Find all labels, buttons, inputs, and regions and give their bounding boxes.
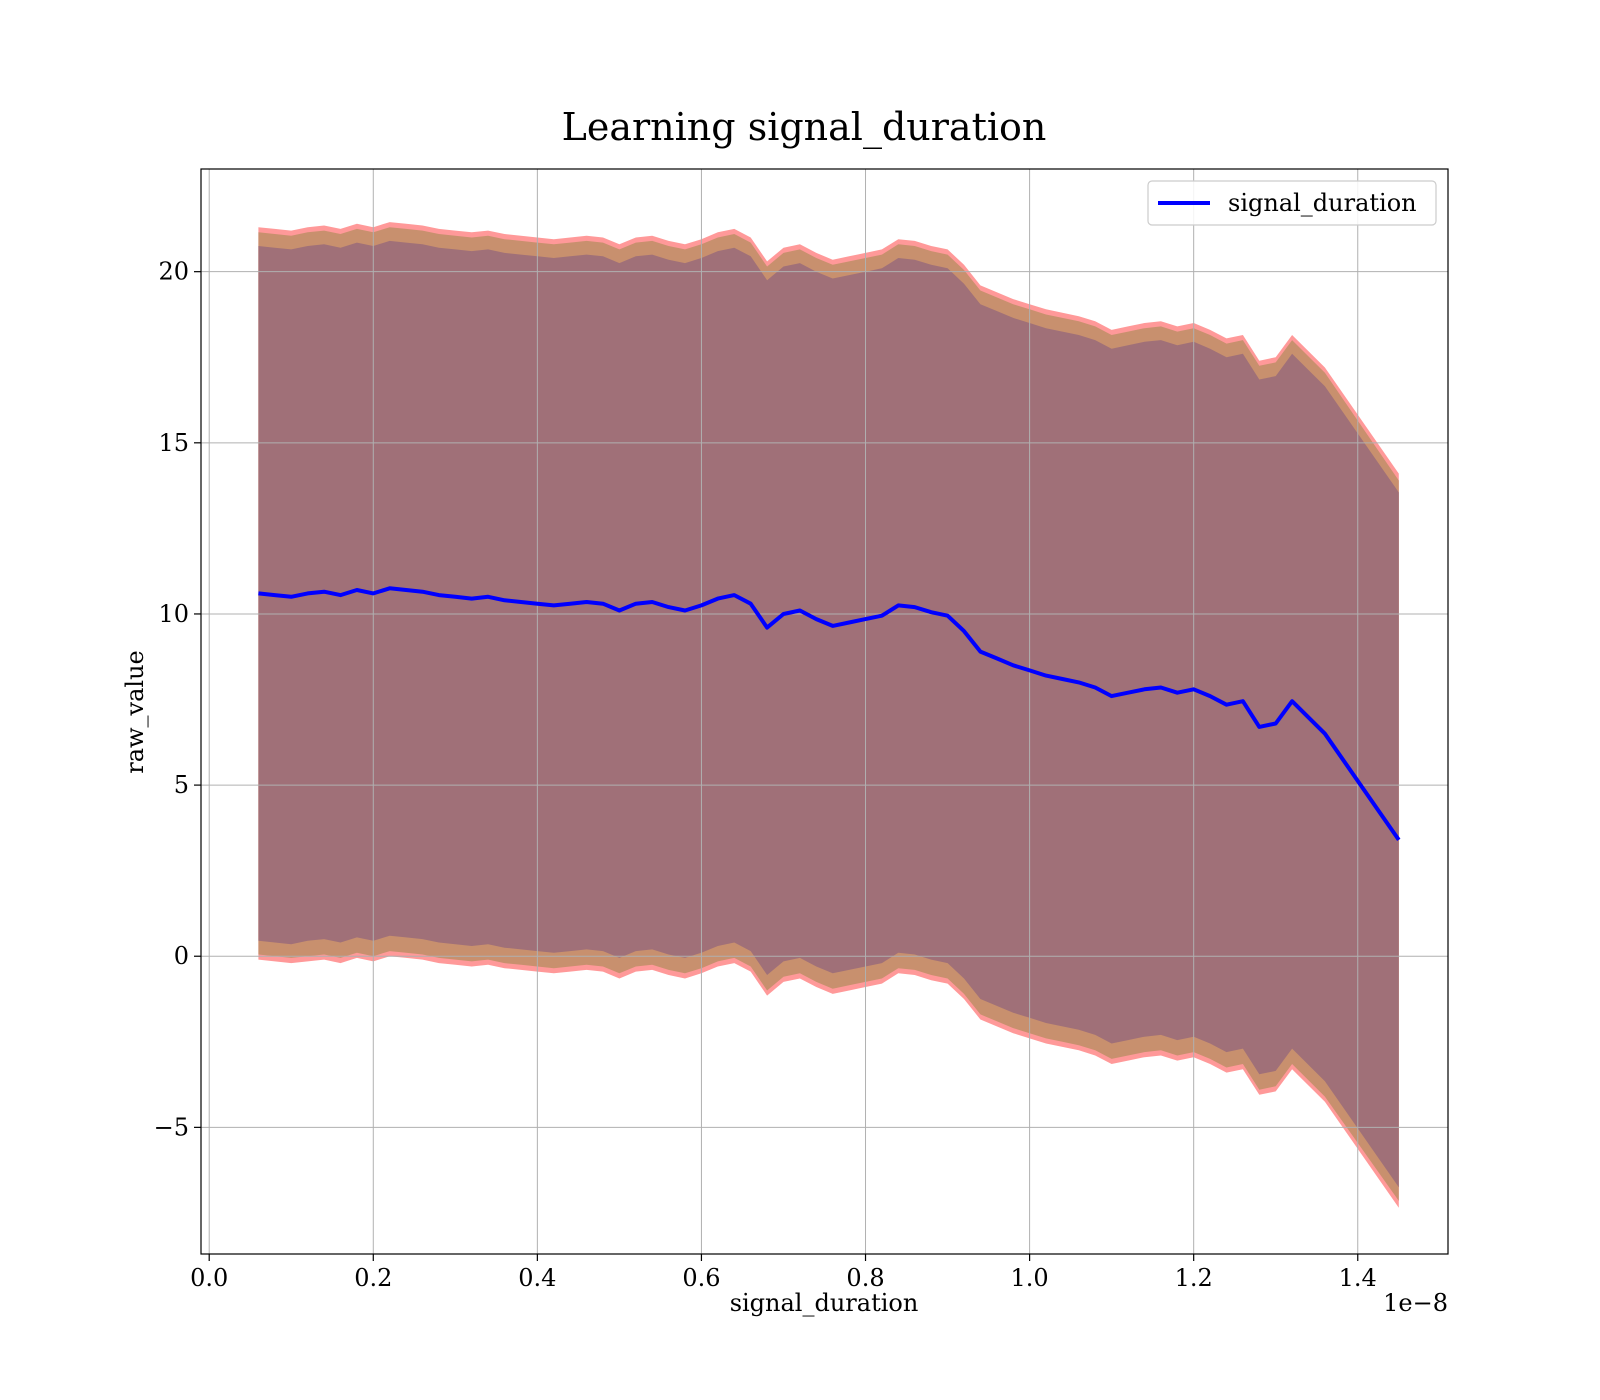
grid-lines <box>201 169 1448 1254</box>
y-axis-label: raw_value <box>121 650 149 774</box>
y-axis-ticks: −5 0 5 10 15 20 <box>154 258 201 1141</box>
y-tick-label-2: 5 <box>174 771 189 799</box>
plot-frame <box>200 168 1449 1255</box>
x-axis-offset-label: 1e−8 <box>1383 1289 1448 1317</box>
x-tick-label-4: 0.8 <box>846 1264 884 1292</box>
x-tick-label-5: 1.0 <box>1011 1264 1049 1292</box>
series-line-0 <box>258 586 1401 842</box>
confidence-bands <box>258 222 1399 1208</box>
x-axis-ticks: 0.0 0.2 0.4 0.6 0.8 1.0 1.2 1.4 <box>190 1254 1377 1292</box>
y-tick-label-0: −5 <box>154 1113 189 1141</box>
y-tick-label-3: 10 <box>158 600 189 628</box>
y-tick-label-5: 20 <box>158 258 189 286</box>
x-tick-label-7: 1.4 <box>1339 1264 1377 1292</box>
legend: signal_duration <box>1147 180 1437 226</box>
x-tick-label-6: 1.2 <box>1175 1264 1213 1292</box>
legend-entry-signal-duration: signal_duration <box>1228 189 1417 217</box>
legend-box <box>1147 180 1437 226</box>
y-tick-label-4: 15 <box>158 429 189 457</box>
x-tick-label-1: 0.2 <box>354 1264 392 1292</box>
x-tick-label-2: 0.4 <box>518 1264 556 1292</box>
x-axis-label: signal_duration <box>730 1289 919 1317</box>
x-tick-label-0: 0.0 <box>190 1264 228 1292</box>
x-tick-label-3: 0.6 <box>682 1264 720 1292</box>
chart-title: Learning signal_duration <box>562 105 1047 150</box>
y-tick-label-1: 0 <box>174 942 189 970</box>
plot-area <box>200 168 1449 1255</box>
band-inner <box>258 240 1399 1188</box>
series-lines <box>258 586 1401 842</box>
